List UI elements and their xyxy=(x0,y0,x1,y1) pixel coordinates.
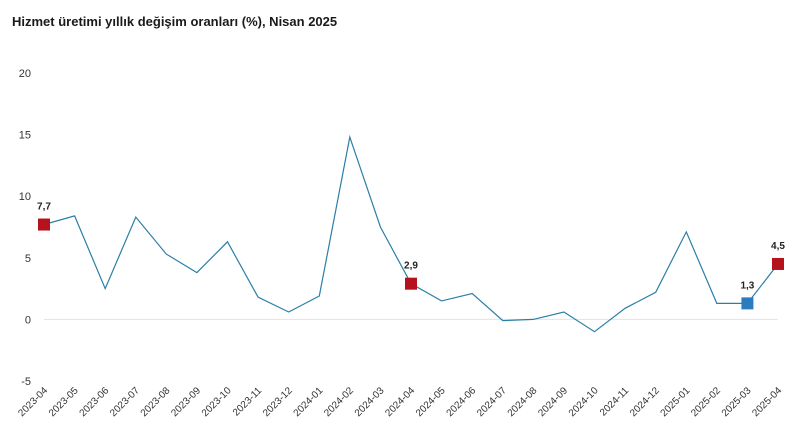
x-tick-label: 2024-02 xyxy=(322,385,356,419)
y-tick-label: 0 xyxy=(25,314,31,326)
data-label: 1,3 xyxy=(740,280,754,291)
x-tick-label: 2024-01 xyxy=(292,385,326,419)
y-tick-label: -5 xyxy=(21,376,31,388)
data-point-marker xyxy=(772,257,784,270)
data-label: 7,7 xyxy=(37,202,51,213)
x-tick-label: 2023-05 xyxy=(47,385,81,419)
x-tick-label: 2024-05 xyxy=(414,385,448,419)
x-tick-label: 2024-12 xyxy=(628,385,662,419)
x-tick-label: 2023-11 xyxy=(231,385,265,419)
x-tick-label: 2025-01 xyxy=(659,385,693,419)
y-tick-label: 5 xyxy=(25,253,31,265)
x-tick-label: 2023-07 xyxy=(108,385,142,419)
x-tick-label: 2023-06 xyxy=(78,385,112,419)
y-tick-label: 15 xyxy=(19,130,31,142)
x-tick-label: 2024-10 xyxy=(567,385,601,419)
chart-title: Hizmet üretimi yıllık değişim oranları (… xyxy=(12,14,338,29)
y-tick-label: 20 xyxy=(19,68,31,80)
data-label: 4,5 xyxy=(771,241,785,252)
x-tick-label: 2024-06 xyxy=(445,385,479,419)
data-point-marker xyxy=(38,218,50,231)
x-tick-label: 2024-03 xyxy=(353,385,387,419)
y-tick-label: 10 xyxy=(19,191,31,203)
data-label: 2,9 xyxy=(404,261,418,272)
x-tick-label: 2023-12 xyxy=(261,385,295,419)
x-tick-label: 2024-11 xyxy=(598,385,632,419)
x-tick-label: 2025-03 xyxy=(720,385,754,419)
x-tick-label: 2023-10 xyxy=(200,385,234,419)
data-point-marker xyxy=(741,297,754,310)
x-tick-label: 2024-04 xyxy=(383,385,417,419)
series-line xyxy=(43,134,779,333)
x-tick-label: 2023-09 xyxy=(169,385,203,419)
x-tick-label: 2023-08 xyxy=(139,385,173,419)
x-tick-label: 2025-04 xyxy=(750,385,784,419)
x-tick-label: 2023-04 xyxy=(16,385,50,419)
x-tick-label: 2024-07 xyxy=(475,385,509,419)
x-tick-label: 2024-09 xyxy=(536,385,570,419)
x-tick-label: 2025-02 xyxy=(689,385,723,419)
x-tick-label: 2024-08 xyxy=(506,385,540,419)
data-point-marker xyxy=(405,277,417,290)
